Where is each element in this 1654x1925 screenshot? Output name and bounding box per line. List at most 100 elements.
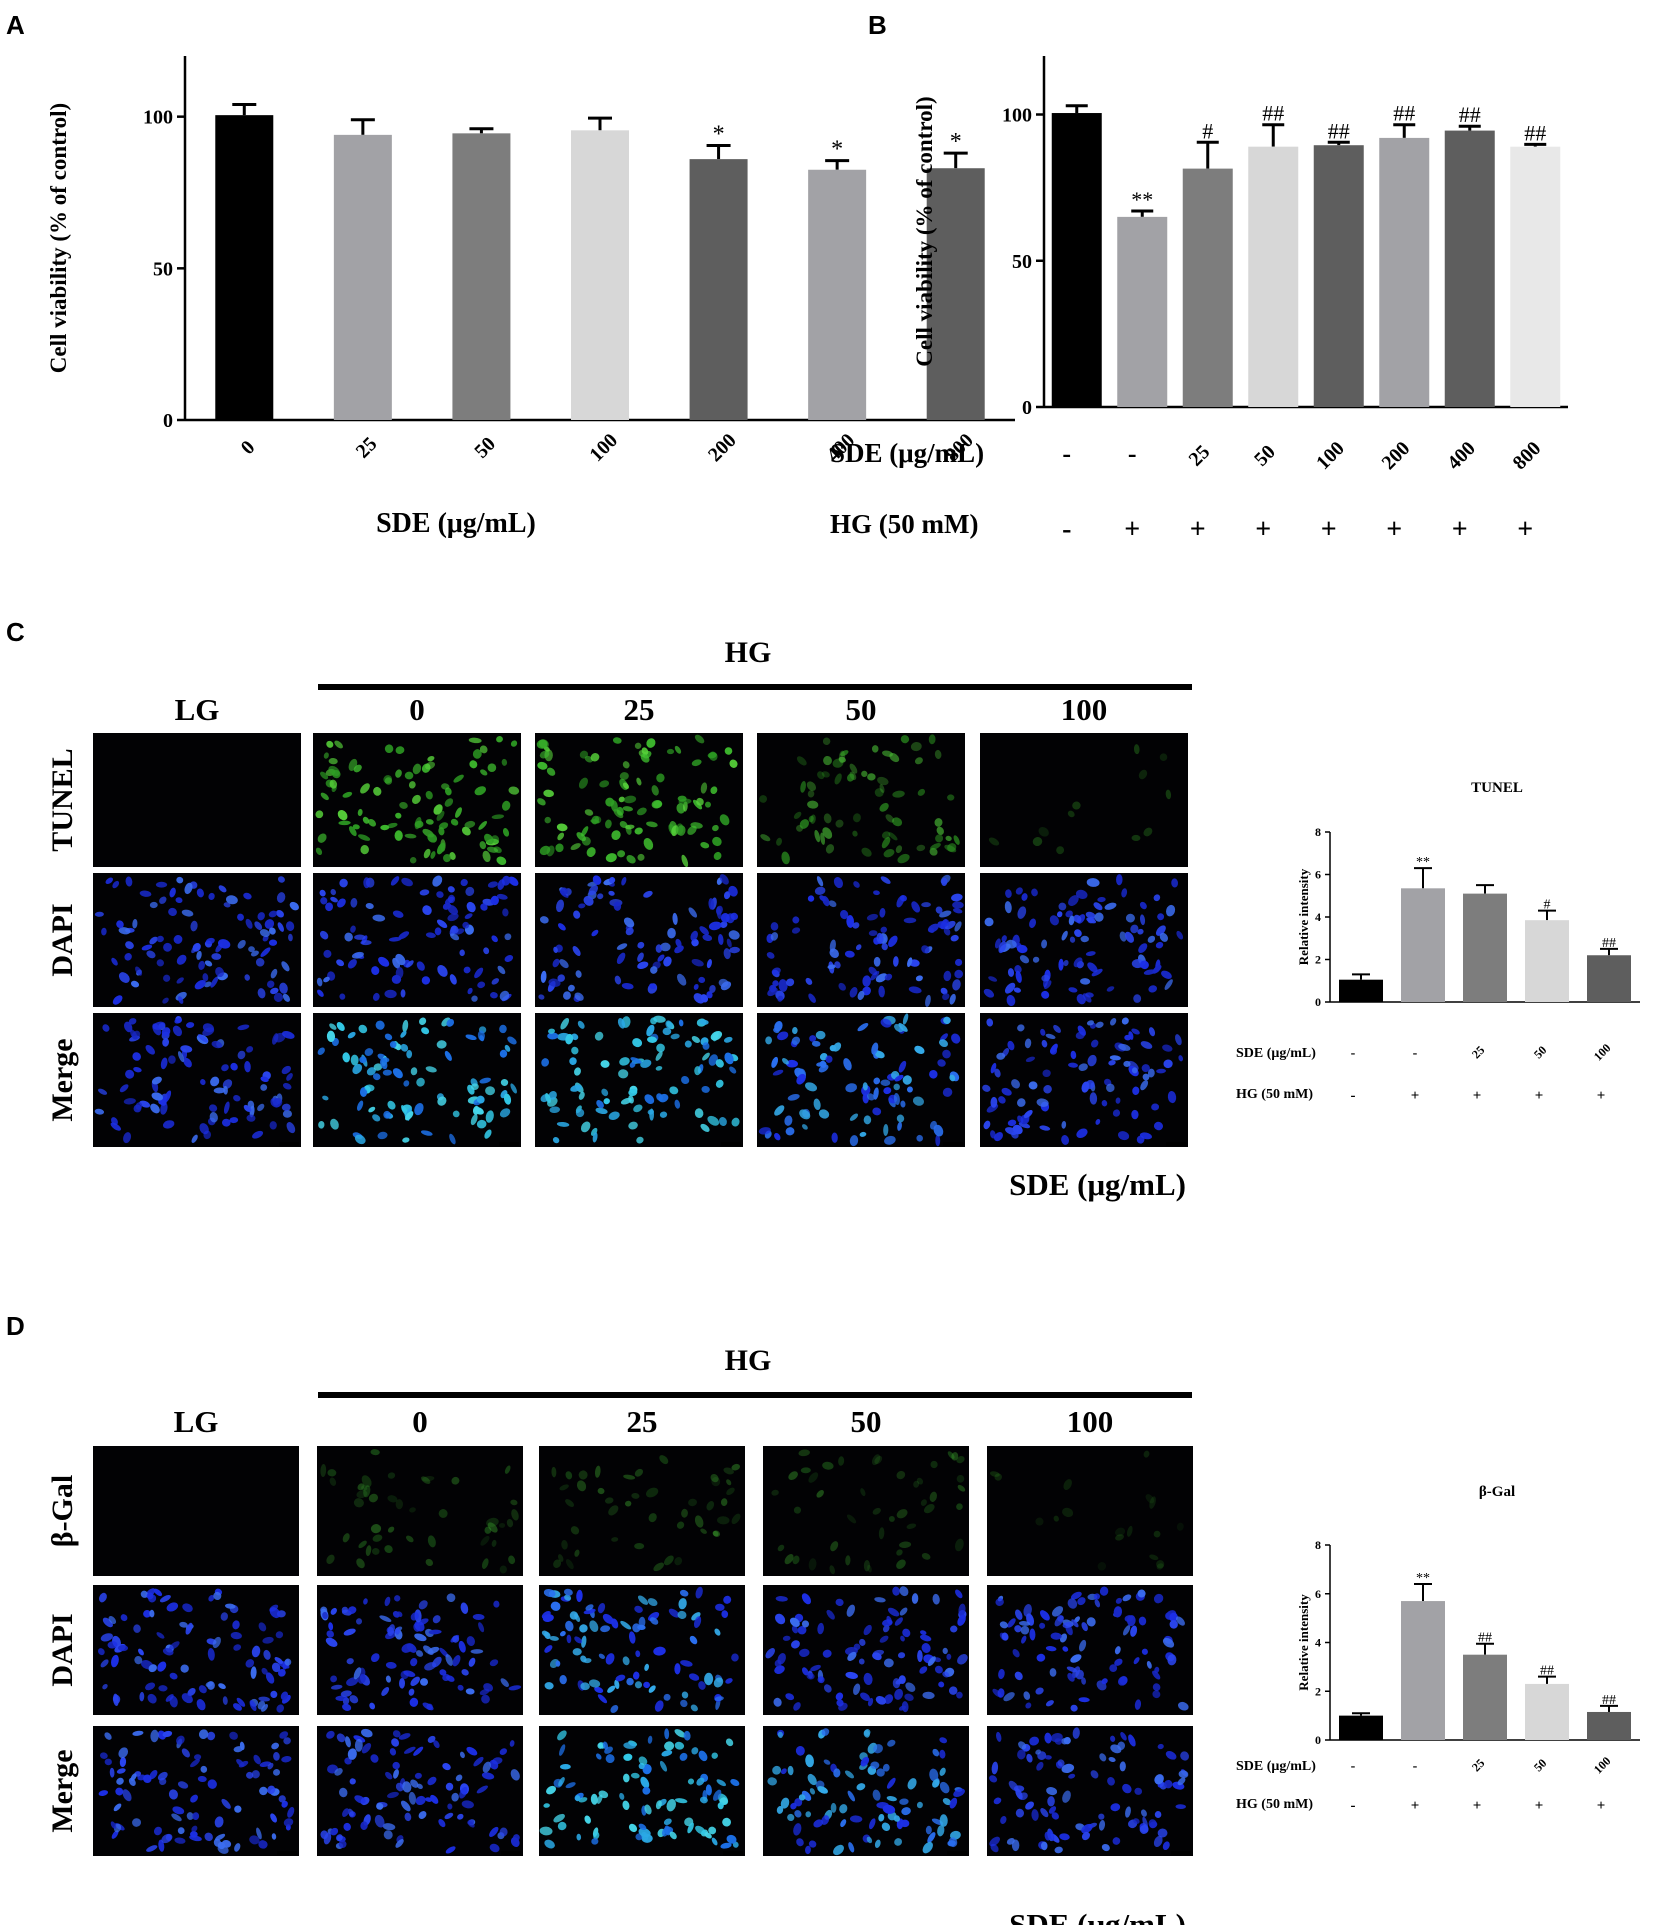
cell-nucleus xyxy=(675,823,684,836)
cell-nucleus xyxy=(281,1694,291,1704)
significance-mark: ## xyxy=(1602,1693,1616,1708)
cell-nucleus xyxy=(843,1058,852,1071)
cell-nucleus xyxy=(553,1559,562,1568)
cell-nucleus xyxy=(1090,1770,1099,1779)
cell-nucleus xyxy=(547,1032,559,1040)
cell-nucleus xyxy=(363,877,371,889)
cell-nucleus xyxy=(622,761,630,769)
cell-nucleus xyxy=(1167,1090,1177,1104)
cell-nucleus xyxy=(105,877,114,885)
cell-nucleus xyxy=(1023,1604,1032,1617)
cell-nucleus xyxy=(1159,932,1169,942)
cell-nucleus xyxy=(637,961,649,970)
cell-nucleus xyxy=(712,824,719,832)
cell-nucleus xyxy=(474,967,484,979)
cell-nucleus xyxy=(273,992,284,1002)
cell-nucleus xyxy=(662,1027,672,1036)
cell-nucleus xyxy=(579,750,589,759)
hg-value: + xyxy=(1597,1088,1606,1104)
cell-nucleus xyxy=(316,977,323,987)
cell-nucleus xyxy=(957,1484,966,1492)
hg-value: + xyxy=(1535,1798,1544,1814)
cell-nucleus xyxy=(862,986,871,996)
cell-nucleus xyxy=(1047,1796,1055,1807)
cell-nucleus xyxy=(401,877,413,887)
cell-nucleus xyxy=(715,1059,724,1068)
cell-nucleus xyxy=(257,988,266,999)
cell-nucleus xyxy=(489,1826,499,1838)
cell-nucleus xyxy=(861,770,868,778)
cell-nucleus xyxy=(264,919,275,929)
cell-nucleus xyxy=(845,1083,858,1093)
cell-nucleus xyxy=(507,1036,517,1045)
cell-nucleus xyxy=(384,989,397,999)
cell-nucleus xyxy=(902,1628,911,1638)
cell-nucleus xyxy=(870,970,880,981)
y-tick-label: 100 xyxy=(143,107,173,129)
cell-nucleus xyxy=(1025,1056,1036,1063)
cell-nucleus xyxy=(948,1837,958,1848)
cell-nucleus xyxy=(872,1507,881,1515)
cell-nucleus xyxy=(700,1528,707,1534)
micrograph-background xyxy=(987,1446,1193,1576)
cell-nucleus xyxy=(179,1621,188,1628)
cell-nucleus xyxy=(832,758,844,768)
significance-mark: # xyxy=(1202,118,1213,143)
micrograph-c-r1-c4 xyxy=(980,873,1188,1007)
hg-value: + xyxy=(1452,514,1468,545)
cell-nucleus xyxy=(133,1624,141,1633)
cell-nucleus xyxy=(1020,1625,1030,1635)
cell-nucleus xyxy=(439,1669,447,1676)
cell-nucleus xyxy=(355,1618,363,1625)
cell-nucleus xyxy=(1162,1044,1173,1052)
cell-nucleus xyxy=(452,1110,460,1118)
cell-nucleus xyxy=(989,1836,1000,1847)
cell-nucleus xyxy=(1044,1755,1052,1760)
cell-nucleus xyxy=(806,781,817,791)
cell-nucleus xyxy=(537,798,546,806)
cell-nucleus xyxy=(1014,965,1022,974)
cell-nucleus xyxy=(1075,889,1088,899)
cell-nucleus xyxy=(867,1564,872,1573)
cell-nucleus xyxy=(419,1017,427,1025)
cell-nucleus xyxy=(710,786,718,795)
cell-nucleus xyxy=(198,960,205,970)
hg-value: + xyxy=(1597,1798,1606,1814)
cell-nucleus xyxy=(275,1631,284,1639)
cell-nucleus xyxy=(392,910,404,918)
cell-nucleus xyxy=(862,975,871,987)
cell-nucleus xyxy=(320,1830,329,1840)
cell-nucleus xyxy=(998,1668,1005,1680)
cell-nucleus xyxy=(767,1777,777,1786)
cell-nucleus xyxy=(1089,1092,1098,1105)
cell-nucleus xyxy=(373,786,382,796)
cell-nucleus xyxy=(1057,1759,1065,1767)
cell-nucleus xyxy=(1035,1517,1044,1526)
cell-nucleus xyxy=(823,1684,832,1693)
cell-nucleus xyxy=(384,1033,393,1041)
cell-nucleus xyxy=(664,1555,674,1566)
cell-nucleus xyxy=(1118,1043,1131,1051)
cell-nucleus xyxy=(942,993,950,1001)
cell-nucleus xyxy=(621,876,627,886)
cell-nucleus xyxy=(1007,1119,1017,1127)
hg-value: + xyxy=(1255,514,1271,545)
cell-nucleus xyxy=(576,1480,587,1492)
cell-nucleus xyxy=(563,1588,573,1596)
cell-nucleus xyxy=(598,1790,609,1799)
cell-nucleus xyxy=(988,976,998,982)
cell-nucleus xyxy=(551,1466,557,1478)
cell-nucleus xyxy=(911,1593,919,1604)
cell-nucleus xyxy=(1153,1593,1164,1604)
cell-nucleus xyxy=(1005,889,1012,898)
cell-nucleus xyxy=(1053,1024,1061,1033)
cell-nucleus xyxy=(392,1730,401,1738)
cell-nucleus xyxy=(406,1535,414,1543)
cell-nucleus xyxy=(277,876,285,883)
cell-nucleus xyxy=(707,1115,720,1126)
cell-nucleus xyxy=(102,1617,113,1628)
cell-nucleus xyxy=(343,1628,356,1636)
cell-nucleus xyxy=(430,1794,439,1804)
cell-nucleus xyxy=(868,930,878,937)
cell-nucleus xyxy=(857,1022,869,1032)
